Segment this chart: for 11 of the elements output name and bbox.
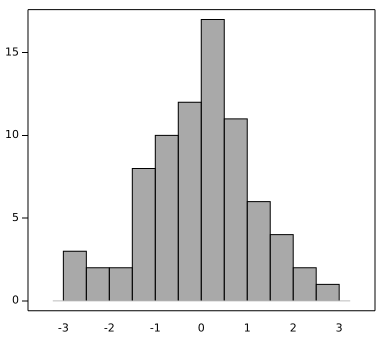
x-tick-label: 2 bbox=[290, 321, 297, 334]
x-tick-label: -1 bbox=[150, 321, 161, 334]
y-tick-label: 15 bbox=[4, 45, 19, 58]
x-tick-label: -3 bbox=[58, 321, 69, 334]
x-tick-label: -2 bbox=[104, 321, 115, 334]
x-tick-label: 1 bbox=[244, 321, 251, 334]
y-tick-label: 0 bbox=[12, 294, 19, 307]
x-tick-label: 0 bbox=[198, 321, 205, 334]
y-tick-label: 5 bbox=[12, 210, 19, 224]
y-tick-label: 10 bbox=[4, 128, 19, 142]
x-tick-label: 3 bbox=[336, 321, 343, 334]
